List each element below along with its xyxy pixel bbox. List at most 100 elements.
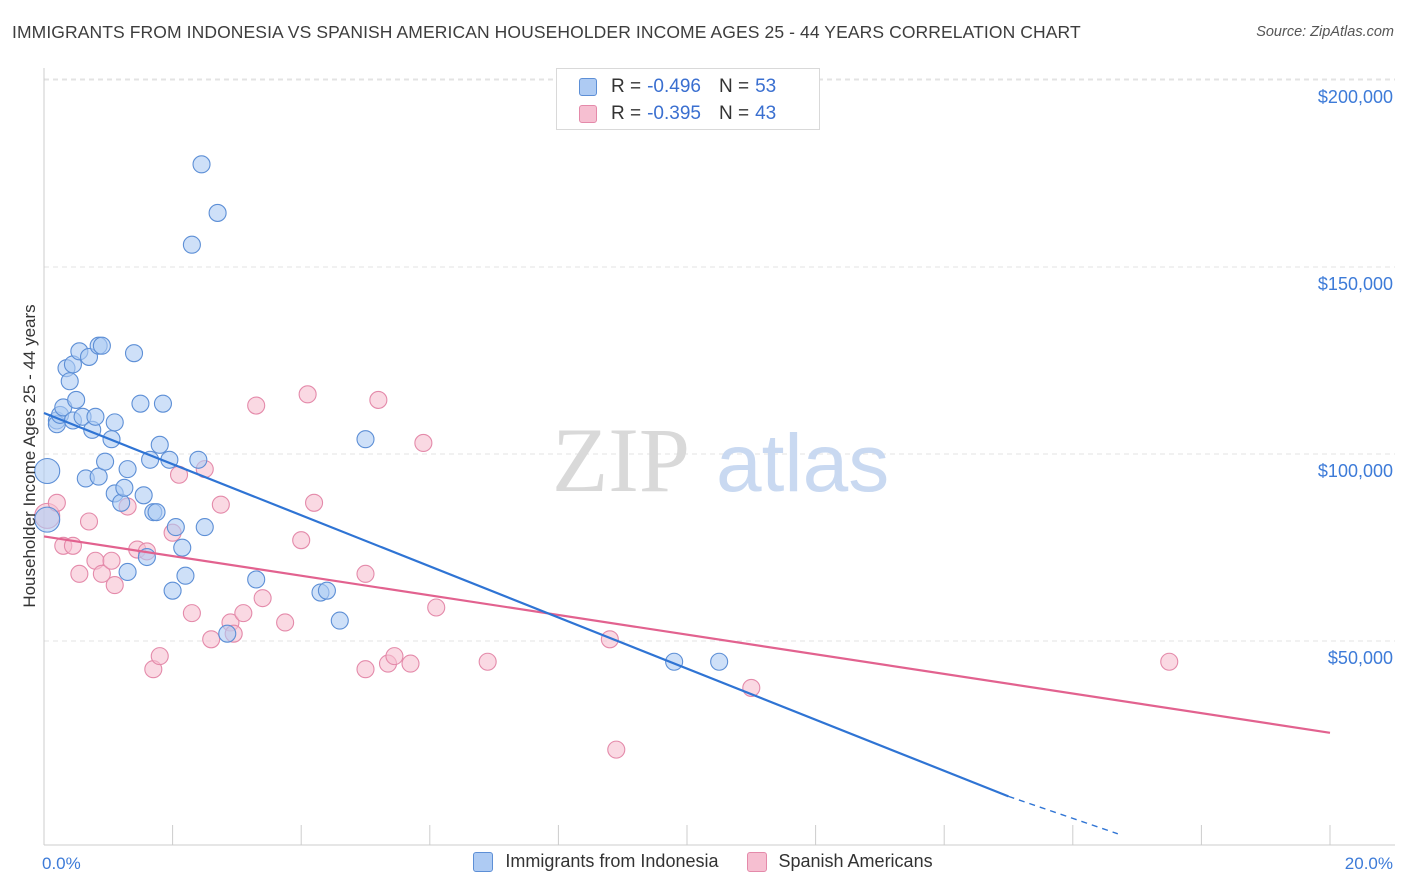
y-tick-label: $50,000	[1328, 648, 1393, 668]
n-label: N =	[718, 103, 750, 124]
indonesia-point[interactable]	[147, 503, 166, 522]
watermark-atlas: atlas	[716, 418, 889, 509]
trend-layer	[43, 412, 1331, 835]
spanish-americans-point[interactable]	[182, 604, 201, 623]
legend-swatch-blue	[579, 78, 597, 96]
indonesia-point[interactable]	[34, 506, 61, 533]
indonesia-point[interactable]	[163, 581, 182, 600]
y-tick-label: $100,000	[1318, 461, 1393, 481]
r-value: -0.395	[647, 103, 701, 124]
indonesia-point[interactable]	[330, 611, 349, 630]
spanish-americans-point[interactable]	[79, 512, 99, 531]
indonesia-point[interactable]	[96, 452, 115, 471]
spanish-americans-point[interactable]	[305, 493, 324, 512]
chart-title: IMMIGRANTS FROM INDONESIA VS SPANISH AME…	[12, 22, 1081, 42]
source-credit: Source: ZipAtlas.com	[1256, 24, 1394, 40]
watermark-zip: ZIP	[552, 409, 690, 511]
indonesia-point[interactable]	[192, 155, 211, 174]
n-value: 53	[755, 76, 777, 97]
y-tick-label: $200,000	[1318, 87, 1393, 107]
spanish-americans-point[interactable]	[607, 740, 626, 759]
spanish-americans-point[interactable]	[356, 660, 375, 679]
y-tick-label: $150,000	[1318, 274, 1393, 294]
indonesia-point[interactable]	[118, 562, 137, 582]
spanish-americans-point[interactable]	[211, 495, 230, 514]
spanish-americans-point[interactable]	[401, 654, 420, 673]
spanish-americans-point[interactable]	[427, 598, 446, 617]
indonesia-point[interactable]	[218, 624, 237, 643]
spanish-americans-point[interactable]	[385, 647, 404, 666]
indonesia-point[interactable]	[710, 652, 729, 671]
spanish-americans-point[interactable]	[356, 564, 375, 583]
indonesia-point[interactable]	[141, 450, 160, 469]
indonesia-point[interactable]	[195, 518, 214, 537]
indonesia-point[interactable]	[173, 538, 192, 557]
indonesia-point[interactable]	[112, 493, 131, 512]
indonesia-point[interactable]	[115, 478, 134, 497]
indonesia-point[interactable]	[247, 570, 266, 589]
indonesia-point[interactable]	[86, 407, 105, 426]
indonesia-point[interactable]	[34, 457, 61, 485]
indonesia-point[interactable]	[134, 486, 153, 505]
legend-label: Spanish Americans	[778, 851, 933, 871]
indonesia-point[interactable]	[89, 467, 108, 486]
indonesia-point[interactable]	[166, 518, 185, 537]
spanish-americans-point[interactable]	[70, 564, 89, 583]
spanish-americans-point[interactable]	[247, 396, 266, 415]
indonesia-point[interactable]	[150, 435, 169, 454]
r-label: R =	[611, 103, 642, 124]
indonesia-trendline-extension	[1008, 795, 1119, 835]
indonesia-point[interactable]	[182, 235, 201, 254]
n-label: N =	[718, 76, 750, 97]
indonesia-point[interactable]	[67, 390, 86, 409]
indonesia-point[interactable]	[176, 566, 195, 585]
spanish-americans-point[interactable]	[298, 385, 317, 404]
spanish-americans-point[interactable]	[1160, 652, 1179, 671]
spanish-americans-point[interactable]	[414, 433, 433, 453]
correlation-legend: R = -0.496 N = 53 R = -0.395 N = 43	[556, 68, 820, 130]
spanish-americans-point[interactable]	[234, 604, 253, 623]
indonesia-point[interactable]	[60, 372, 79, 391]
axis-layer: $50,000 $100,000 $150,000 $200,000	[43, 68, 1395, 846]
legend-row-indonesia: R = -0.496 N = 53	[579, 74, 776, 100]
grid-layer	[44, 78, 1395, 642]
r-label: R =	[611, 76, 642, 97]
r-value: -0.496	[647, 76, 701, 97]
indonesia-point[interactable]	[105, 413, 124, 432]
legend-swatch-pink	[746, 851, 767, 872]
spanish-americans-point[interactable]	[478, 652, 497, 671]
indonesia-point[interactable]	[317, 581, 336, 600]
spanish-americans-point[interactable]	[369, 390, 388, 409]
spanish-americans-point[interactable]	[276, 613, 295, 632]
indonesia-trendline	[43, 412, 1009, 798]
spanish-americans-point[interactable]	[600, 630, 619, 649]
spanish-americans-trendline	[43, 535, 1331, 734]
x-tick-label-min: 0.0%	[42, 854, 81, 873]
spanish-americans-point[interactable]	[102, 551, 121, 570]
spanish-americans-point[interactable]	[292, 531, 311, 550]
legend-row-spanish: R = -0.395 N = 43	[579, 101, 776, 127]
spanish-americans-point[interactable]	[92, 564, 111, 583]
x-tick-label-max: 20.0%	[1345, 854, 1393, 873]
legend-label: Immigrants from Indonesia	[505, 851, 719, 871]
indonesia-point[interactable]	[124, 344, 144, 363]
spanish-americans-point[interactable]	[202, 630, 221, 649]
indonesia-point[interactable]	[92, 336, 111, 355]
spanish-americans-point[interactable]	[105, 576, 124, 595]
series-legend: Immigrants from Indonesia Spanish Americ…	[0, 851, 1406, 872]
legend-item-indonesia[interactable]: Immigrants from Indonesia	[473, 851, 719, 872]
legend-swatch-blue	[473, 851, 494, 872]
indonesia-point[interactable]	[131, 394, 150, 413]
legend-item-spanish[interactable]: Spanish Americans	[746, 851, 933, 872]
indonesia-point[interactable]	[208, 203, 227, 222]
n-value: 43	[755, 103, 777, 124]
indonesia-point[interactable]	[153, 394, 173, 413]
indonesia-point[interactable]	[356, 430, 375, 449]
indonesia-point[interactable]	[189, 450, 208, 469]
y-axis-label: Householder Income Ages 25 - 44 years	[20, 304, 39, 607]
spanish-americans-point[interactable]	[150, 647, 169, 666]
indonesia-point[interactable]	[118, 460, 137, 479]
legend-swatch-pink	[579, 105, 597, 123]
spanish-americans-point[interactable]	[253, 589, 272, 608]
